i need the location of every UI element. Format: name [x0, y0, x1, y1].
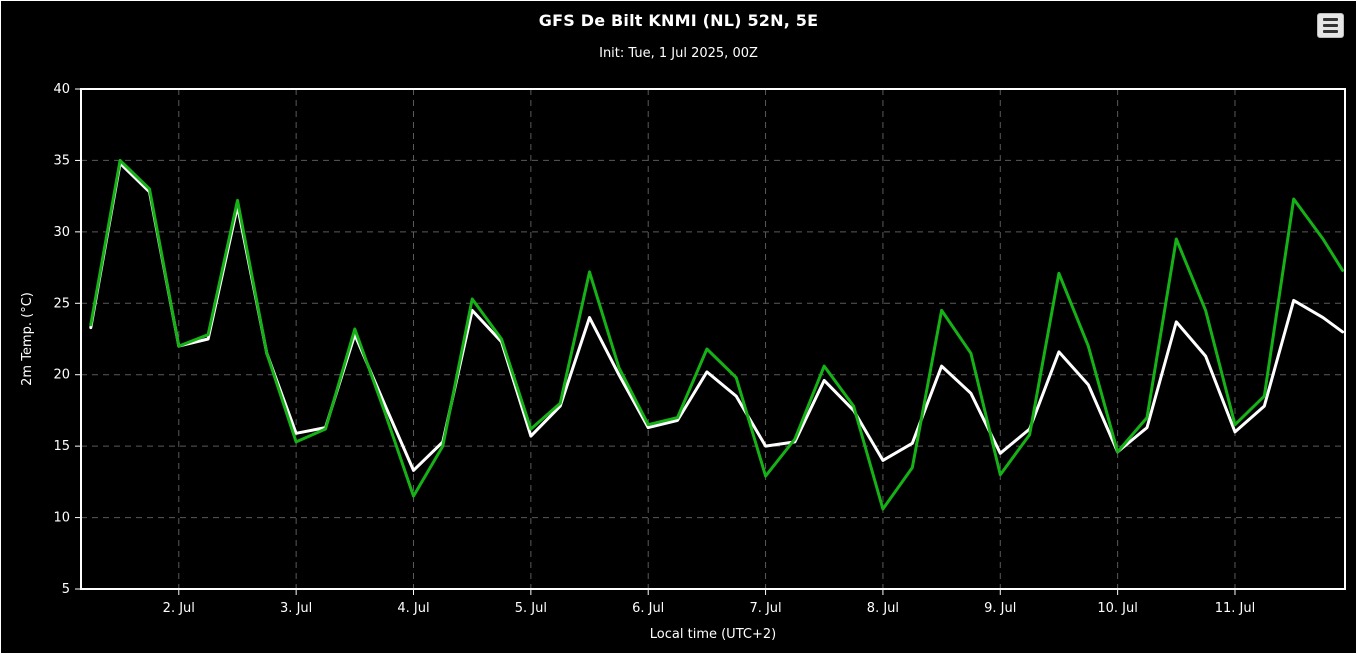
- svg-text:9. Jul: 9. Jul: [984, 601, 1016, 616]
- chart-title: GFS De Bilt KNMI (NL) 52N, 5E: [538, 11, 819, 30]
- svg-text:7. Jul: 7. Jul: [749, 601, 781, 616]
- svg-text:Local time (UTC+2): Local time (UTC+2): [650, 627, 776, 642]
- svg-text:2. Jul: 2. Jul: [163, 601, 195, 616]
- chart-subtitle: Init: Tue, 1 Jul 2025, 00Z: [599, 46, 758, 61]
- svg-text:6. Jul: 6. Jul: [632, 601, 664, 616]
- svg-text:3. Jul: 3. Jul: [280, 601, 312, 616]
- svg-text:10: 10: [53, 511, 70, 526]
- svg-text:5: 5: [62, 582, 70, 597]
- svg-text:11. Jul: 11. Jul: [1215, 601, 1256, 616]
- svg-text:20: 20: [53, 368, 70, 383]
- svg-text:2m Temp. (°C): 2m Temp. (°C): [20, 292, 35, 386]
- svg-text:25: 25: [53, 296, 70, 311]
- chart-header: GFS De Bilt KNMI (NL) 52N, 5E Init: Tue,…: [1, 1, 1356, 61]
- svg-text:5. Jul: 5. Jul: [515, 601, 547, 616]
- svg-text:40: 40: [53, 82, 70, 97]
- svg-text:10. Jul: 10. Jul: [1097, 601, 1138, 616]
- svg-text:35: 35: [53, 153, 70, 168]
- svg-text:30: 30: [53, 225, 70, 240]
- svg-text:15: 15: [53, 439, 70, 454]
- svg-text:8. Jul: 8. Jul: [867, 601, 899, 616]
- chart-export-menu-button[interactable]: [1317, 13, 1344, 38]
- svg-text:4. Jul: 4. Jul: [397, 601, 429, 616]
